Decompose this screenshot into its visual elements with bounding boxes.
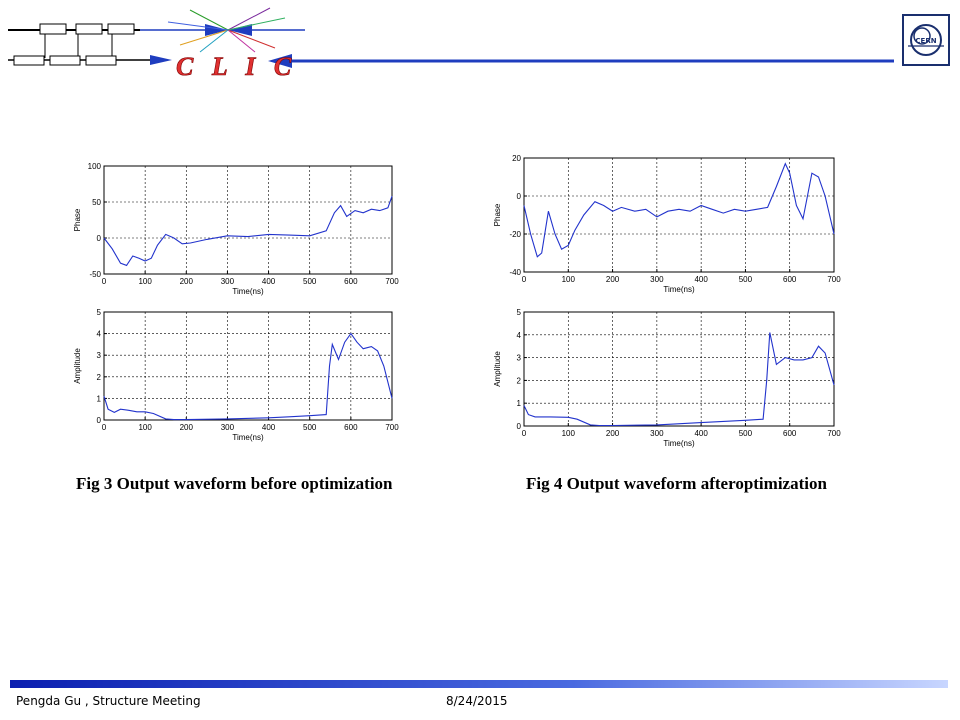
- plot-frame: [103, 165, 393, 275]
- y-tick-label: 5: [517, 308, 522, 317]
- collision-burst-icon: [140, 7, 305, 53]
- x-axis-label: Time(ns): [663, 285, 695, 294]
- footer-date: 8/24/2015: [446, 694, 508, 708]
- y-tick-label: 50: [92, 198, 101, 207]
- y-tick-label: 1: [97, 394, 102, 403]
- clic-banner-graphic: [8, 7, 894, 68]
- y-tick-label: 3: [517, 354, 522, 363]
- fig3-amplitude-chart: 0 100 200 300 400 500 600 700 0 1 2 3 4 5 Time(ns) Ampl…: [73, 308, 399, 442]
- y-tick-label: -50: [89, 270, 101, 279]
- x-tick-label: 300: [221, 277, 235, 286]
- fig4-amplitude-chart: 0 100 200 300 400 500 600 700 0 1 2 3 4 5 Time(ns) Ampl…: [493, 308, 841, 448]
- y-tick-label: 0: [517, 422, 522, 431]
- y-axis-label: Amplitude: [493, 351, 502, 387]
- y-tick-label: 2: [97, 373, 102, 382]
- x-tick-label: 0: [522, 429, 527, 438]
- x-tick-label: 300: [650, 275, 664, 284]
- x-tick-label: 0: [522, 275, 527, 284]
- x-tick-label: 200: [180, 423, 194, 432]
- x-axis-label: Time(ns): [232, 287, 264, 296]
- footer-gradient-bar: [10, 680, 948, 688]
- x-tick-label: 600: [344, 423, 358, 432]
- waveform-trace: [103, 196, 393, 267]
- x-axis-label: Time(ns): [663, 439, 695, 448]
- x-tick-label: 600: [783, 429, 797, 438]
- x-tick-label: 200: [180, 277, 194, 286]
- x-tick-label: 100: [138, 423, 152, 432]
- x-tick-label: 500: [739, 275, 753, 284]
- x-tick-label: 100: [562, 275, 576, 284]
- x-tick-label: 500: [303, 277, 317, 286]
- fig3-phase-chart: 0 100 200 300 400 500 600 700-50050100Time(ns)P…: [73, 162, 399, 296]
- y-tick-label: 1: [517, 399, 522, 408]
- y-tick-label: 100: [88, 162, 102, 171]
- x-tick-label: 500: [303, 423, 317, 432]
- waveform-trace: [103, 332, 393, 421]
- x-tick-label: 100: [138, 277, 152, 286]
- x-tick-label: 700: [827, 275, 841, 284]
- x-tick-label: 200: [606, 275, 620, 284]
- fig3-phase-plot: 0 100 200 300 400 500 600 700 -50 0 50 100 Time(ns) P…: [70, 160, 400, 300]
- y-tick-label: 5: [97, 308, 102, 317]
- slide-header: C L I C CERN: [0, 0, 960, 90]
- y-tick-label: 4: [517, 331, 522, 340]
- fig4-caption: Fig 4 Output waveform afteroptimization: [526, 474, 827, 493]
- x-tick-label: 400: [262, 277, 276, 286]
- clic-logo-text: C L I C: [176, 52, 298, 82]
- x-tick-label: 300: [221, 423, 235, 432]
- x-tick-label: 600: [344, 277, 358, 286]
- x-tick-label: 400: [694, 275, 708, 284]
- cern-logo-lettering: CERN: [915, 37, 936, 45]
- x-tick-label: 0: [102, 423, 107, 432]
- x-tick-label: 200: [606, 429, 620, 438]
- plot-frame: [103, 311, 393, 421]
- x-tick-label: 100: [562, 429, 576, 438]
- x-tick-label: 0: [102, 277, 107, 286]
- fig4-phase-chart: 0 100 200 300 400 500 600 700 -40 -20 0 20 Time(ns) P…: [493, 154, 841, 294]
- y-tick-label: 20: [512, 154, 521, 163]
- header-arrow-line: [268, 54, 894, 68]
- y-axis-label: Amplitude: [73, 348, 82, 384]
- fig4-amplitude-plot: 0 100 200 300 400 500 600 700 0 1 2 3 4 5 Time(ns) Ampl…: [490, 306, 842, 452]
- x-tick-label: 300: [650, 429, 664, 438]
- y-tick-label: -20: [509, 230, 521, 239]
- fig4-phase-plot: 0 100 200 300 400 500 600 700 -40 -20 0 20 Time(ns) P…: [490, 152, 842, 298]
- y-tick-label: 0: [97, 416, 102, 425]
- x-tick-label: 500: [739, 429, 753, 438]
- y-tick-label: 0: [517, 192, 522, 201]
- cern-logo: CERN: [902, 14, 950, 66]
- y-axis-label: Phase: [493, 203, 502, 226]
- y-tick-label: 4: [97, 330, 102, 339]
- waveform-trace: [523, 162, 835, 258]
- fig3-caption: Fig 3 Output waveform before optimizatio…: [76, 474, 393, 493]
- accelerator-sketch-icon: [8, 23, 172, 66]
- x-tick-label: 700: [385, 277, 399, 286]
- x-tick-label: 700: [827, 429, 841, 438]
- y-axis-label: Phase: [73, 208, 82, 231]
- x-tick-label: 600: [783, 275, 797, 284]
- footer-author: Pengda Gu , Structure Meeting: [16, 694, 201, 708]
- x-tick-label: 400: [262, 423, 276, 432]
- y-tick-label: -40: [509, 268, 521, 277]
- plot-frame: [523, 157, 835, 273]
- cern-logo-icon: CERN: [908, 24, 944, 56]
- y-tick-label: 0: [97, 234, 102, 243]
- y-tick-label: 3: [97, 351, 102, 360]
- waveform-trace: [523, 332, 835, 427]
- x-tick-label: 700: [385, 423, 399, 432]
- fig3-amplitude-plot: 0 100 200 300 400 500 600 700 0 1 2 3 4 5 Time(ns) Ampl…: [70, 306, 400, 446]
- y-tick-label: 2: [517, 376, 522, 385]
- x-tick-label: 400: [694, 429, 708, 438]
- x-axis-label: Time(ns): [232, 433, 264, 442]
- plot-frame: [523, 311, 835, 427]
